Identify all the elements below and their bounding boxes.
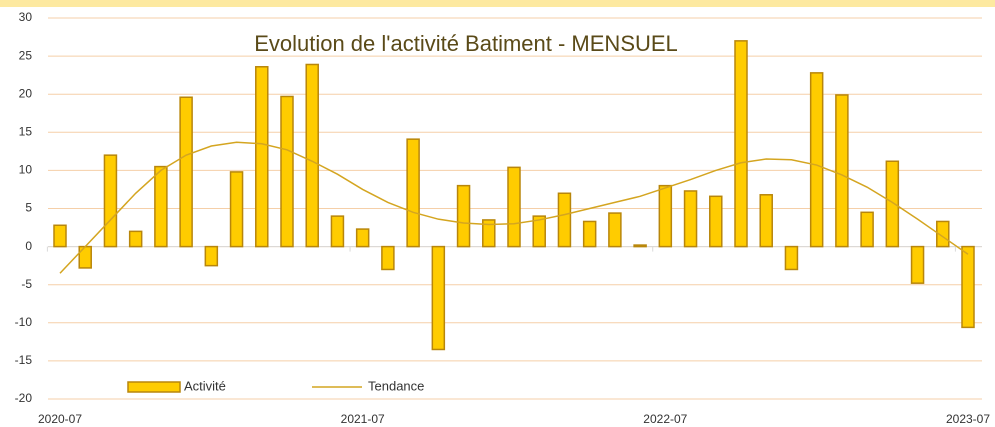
x-tick-label: 2023-07 <box>946 412 990 426</box>
bar <box>154 165 168 248</box>
bar <box>532 215 546 248</box>
bar <box>734 40 748 248</box>
y-tick-label: 10 <box>19 163 33 177</box>
bar <box>885 160 900 248</box>
bar <box>608 212 622 248</box>
bar <box>936 220 950 248</box>
bar <box>507 166 521 248</box>
bar <box>633 244 647 248</box>
x-tick-label: 2022-07 <box>643 412 687 426</box>
y-tick-label: -10 <box>15 315 33 329</box>
x-tick-label: 2021-07 <box>341 412 385 426</box>
y-tick-label: 0 <box>25 239 32 253</box>
y-tick-label: -15 <box>15 353 33 367</box>
top-band <box>0 0 995 7</box>
y-tick-label: 25 <box>19 48 33 62</box>
bar <box>330 215 345 248</box>
marks <box>53 40 975 351</box>
y-tick-label: 15 <box>19 124 33 138</box>
bar <box>431 245 446 351</box>
bar <box>179 96 193 248</box>
legend-swatch <box>127 381 181 393</box>
bar <box>128 230 143 248</box>
bar <box>910 245 925 284</box>
bar <box>557 192 572 248</box>
chart-title: Evolution de l'activité Batiment - MENSU… <box>254 31 678 56</box>
bar <box>78 245 92 269</box>
bar <box>582 220 597 248</box>
bar <box>456 184 471 248</box>
bar <box>961 245 975 329</box>
legend-label: Tendance <box>368 378 424 393</box>
bar <box>355 228 370 248</box>
y-tick-label: -20 <box>15 391 33 405</box>
bar <box>759 194 773 248</box>
bar <box>229 171 244 248</box>
y-tick-label: 5 <box>25 201 32 215</box>
bar <box>255 66 269 248</box>
bar <box>103 154 118 248</box>
bar <box>709 195 723 248</box>
bar <box>835 94 849 248</box>
bar <box>482 219 496 248</box>
bar <box>406 138 420 248</box>
bar <box>658 184 673 248</box>
bar <box>381 245 395 271</box>
bar <box>305 63 319 248</box>
bar <box>860 211 874 248</box>
legend-label: Activité <box>184 378 226 393</box>
y-tick-label: 20 <box>19 86 33 100</box>
bar <box>53 224 67 248</box>
bar <box>784 245 799 271</box>
x-tick-label: 2020-07 <box>38 412 82 426</box>
y-tick-label: -5 <box>21 277 32 291</box>
bar <box>683 190 698 248</box>
bar <box>204 245 219 267</box>
trend-line <box>59 141 969 274</box>
bar <box>280 95 294 248</box>
y-tick-label: 30 <box>19 10 33 24</box>
bar <box>809 72 824 248</box>
